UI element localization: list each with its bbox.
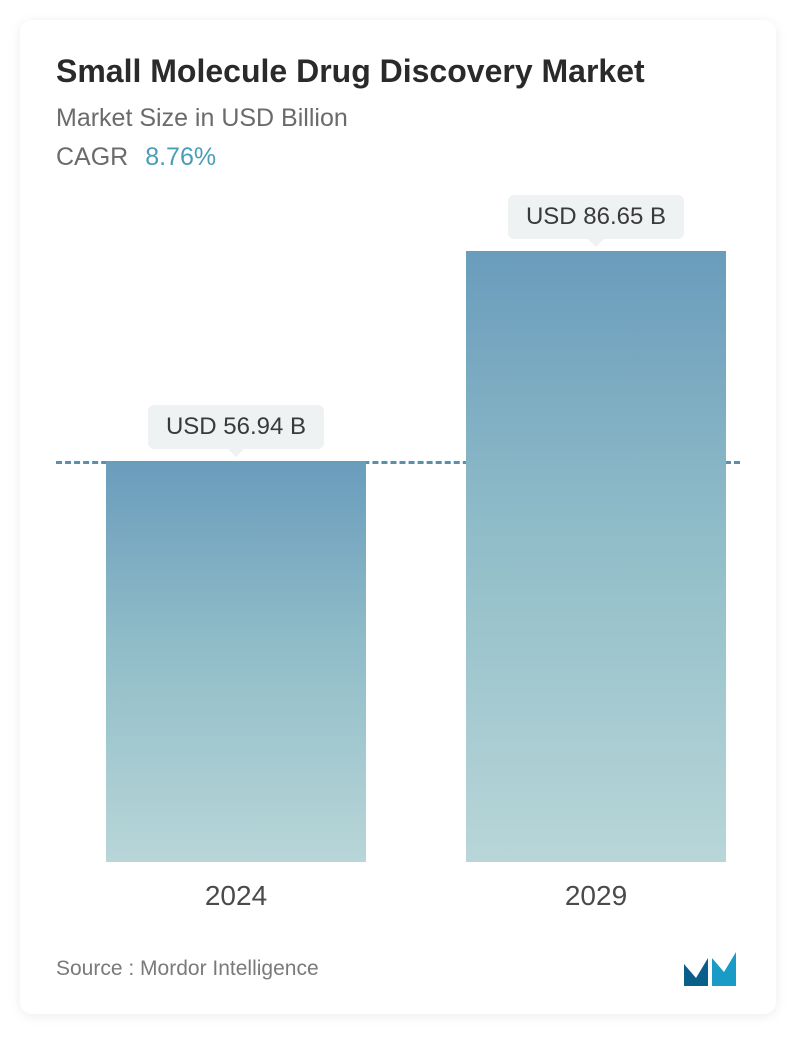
brand-logo-icon	[682, 950, 740, 988]
x-axis-label-2029: 2029	[565, 880, 627, 912]
source-attribution: Source : Mordor Intelligence	[56, 957, 319, 981]
chart-footer: Source : Mordor Intelligence	[56, 950, 740, 988]
value-badge-2024: USD 56.94 B	[148, 405, 324, 449]
value-badge-2029: USD 86.65 B	[508, 195, 684, 239]
x-axis-label-2024: 2024	[205, 880, 267, 912]
bar-2024	[106, 461, 366, 863]
cagr-row: CAGR 8.76%	[56, 143, 740, 172]
x-axis-labels: 2024 2029	[56, 862, 740, 922]
chart-title: Small Molecule Drug Discovery Market	[56, 52, 740, 90]
chart-subtitle: Market Size in USD Billion	[56, 104, 740, 133]
cagr-value: 8.76%	[145, 143, 216, 171]
chart-card: Small Molecule Drug Discovery Market Mar…	[20, 20, 776, 1014]
bar-2029	[466, 251, 726, 862]
cagr-label: CAGR	[56, 143, 128, 171]
chart-plot-area: USD 56.94 B USD 86.65 B	[56, 192, 740, 862]
